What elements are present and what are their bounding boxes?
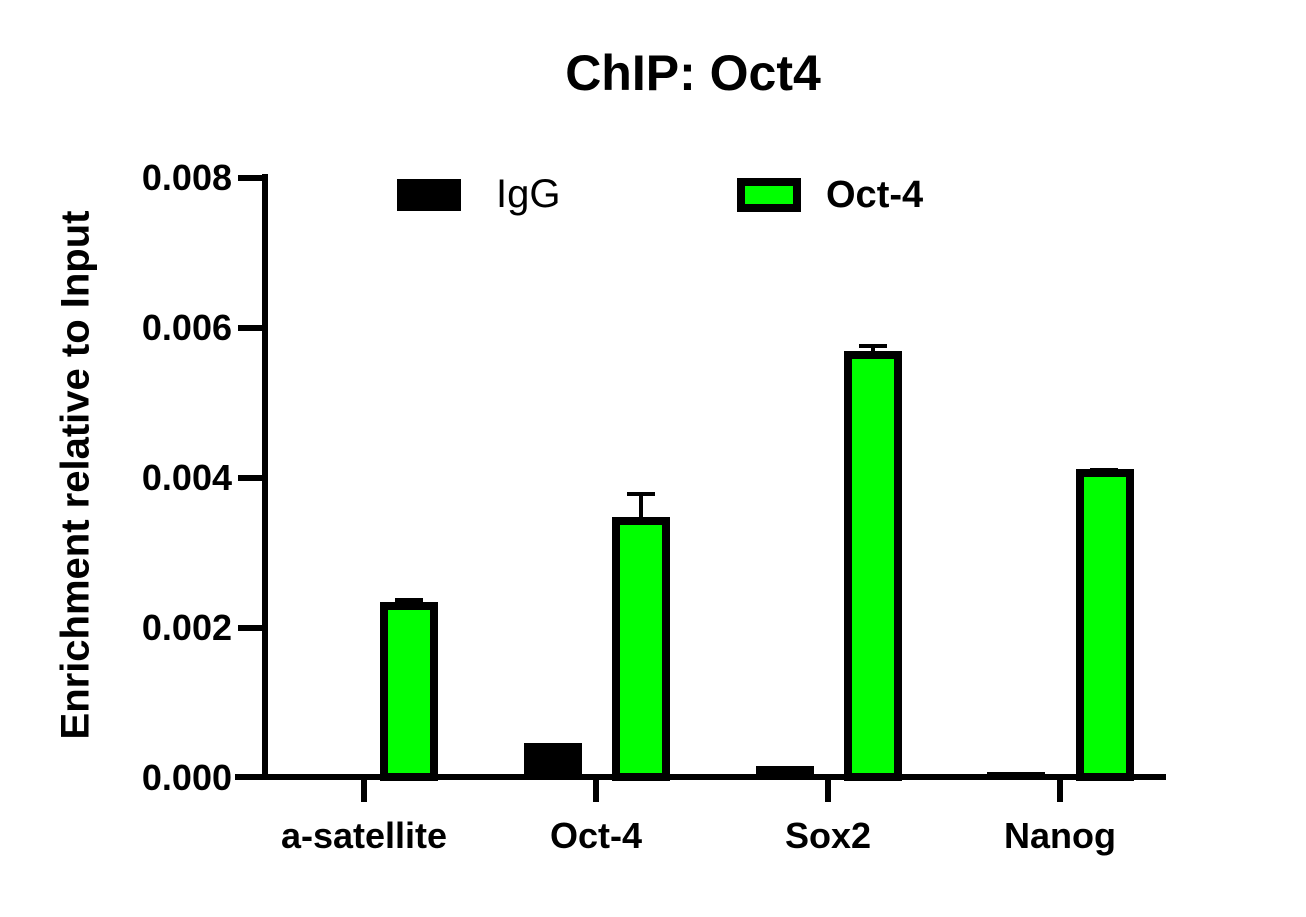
x-tick-label: Sox2 xyxy=(784,815,872,856)
chart-title: ChIP: Oct4 xyxy=(565,45,821,101)
bar-oct4-sox2 xyxy=(844,351,902,781)
x-tick-label: Oct-4 xyxy=(549,815,643,856)
legend-label-igg: IgG xyxy=(496,172,561,216)
bar-igg-nanog xyxy=(987,772,1045,777)
x-tick-label: Nanog xyxy=(1004,815,1116,856)
bar-oct4-oct4 xyxy=(612,517,670,781)
bar-igg-sox2 xyxy=(756,766,814,777)
legend-swatch-igg xyxy=(397,179,461,211)
x-tick-label: a-satellite xyxy=(280,815,448,856)
bar-oct4-nanog xyxy=(1076,469,1134,781)
bar-igg-oct4 xyxy=(524,743,582,777)
y-tick-label: 0.004 xyxy=(141,457,232,498)
y-tick-label: 0.000 xyxy=(141,757,232,798)
legend-label-oct4: Oct-4 xyxy=(826,174,924,216)
legend-swatch-oct4 xyxy=(737,178,801,212)
y-tick-label: 0.008 xyxy=(141,157,232,198)
y-tick-label: 0.002 xyxy=(141,607,232,648)
y-tick-label: 0.006 xyxy=(141,307,232,348)
bar-oct4-asat xyxy=(380,602,438,781)
